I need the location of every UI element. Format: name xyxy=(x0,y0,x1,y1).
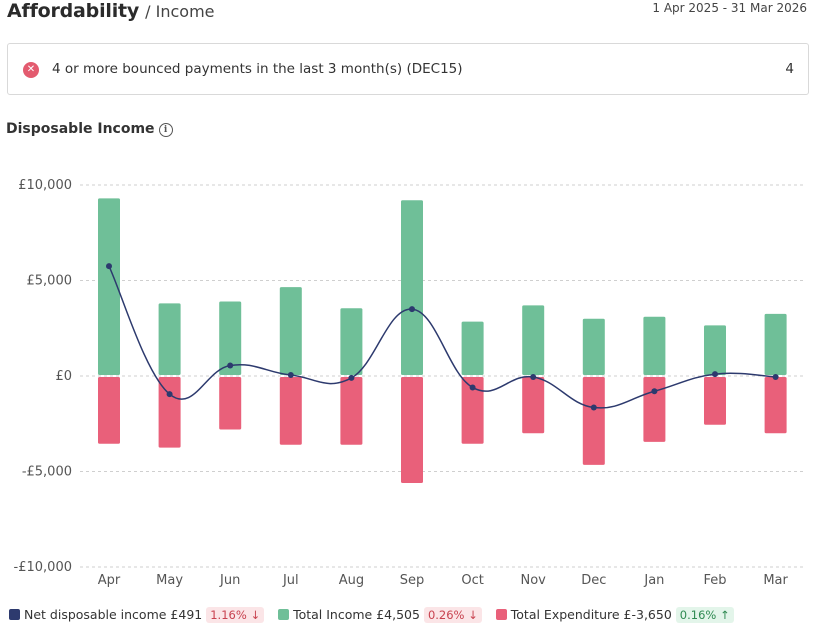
y-tick-label: £10,000 xyxy=(18,178,72,193)
legend-item-net[interactable]: Net disposable income £491 1.16% ↓ xyxy=(9,606,265,623)
income-bar xyxy=(522,305,545,375)
legend-item-income[interactable]: Total Income £4,505 0.26% ↓ xyxy=(278,606,482,623)
income-bar xyxy=(643,316,666,375)
legend-badge-net: 1.16% ↓ xyxy=(206,606,265,623)
legend-badge-income: 0.26% ↓ xyxy=(423,606,482,623)
expenditure-bar xyxy=(461,377,484,444)
info-icon[interactable]: i xyxy=(158,123,173,137)
breadcrumb[interactable]: / Income xyxy=(145,2,215,21)
income-bar xyxy=(582,318,605,375)
legend-swatch-net xyxy=(9,608,20,620)
net-point xyxy=(348,374,355,381)
page-title-main: Affordability xyxy=(7,0,140,22)
disposable-income-chart: £10,000 £5,000 £0 -£5,000 -£10,000 Apr May Jun J… xyxy=(14,178,806,588)
income-bar xyxy=(340,308,363,375)
legend-swatch-expenditure xyxy=(495,608,507,620)
legend-label-expenditure: Total Expenditure £-3,650 xyxy=(510,606,672,622)
income-bar xyxy=(219,301,242,375)
net-point xyxy=(106,263,112,270)
net-point xyxy=(590,404,597,411)
net-point xyxy=(227,362,234,369)
legend-change-net: 1.16% xyxy=(210,607,247,622)
x-tick-label: Dec xyxy=(581,573,606,588)
net-line xyxy=(108,265,776,409)
page-header: Affordability / Income 1 Apr 2025 - 31 M… xyxy=(7,0,807,30)
alert-text: 4 or more bounced payments in the last 3… xyxy=(52,61,463,77)
section-title: Disposable Income i xyxy=(6,121,173,137)
expenditure-bar xyxy=(98,377,120,444)
net-point xyxy=(166,391,173,398)
expenditure-bar xyxy=(158,377,181,448)
expenditure-bar xyxy=(522,377,545,434)
expenditure-bar xyxy=(279,377,302,445)
expenditure-bar xyxy=(401,377,423,483)
arrow-down-icon: ↓ xyxy=(250,607,261,622)
y-tick-label: £0 xyxy=(55,369,72,384)
x-tick-label: May xyxy=(156,573,183,588)
net-point xyxy=(469,384,476,391)
income-bar xyxy=(764,313,787,375)
x-tick-label: Mar xyxy=(763,573,788,588)
net-point xyxy=(530,373,537,380)
income-bar xyxy=(401,200,423,375)
net-point xyxy=(772,373,779,380)
chart-legend: Net disposable income £491 1.16% ↓ Total … xyxy=(9,606,744,626)
arrow-down-icon: ↓ xyxy=(468,607,478,622)
legend-swatch-income xyxy=(278,608,290,620)
legend-label-income: Total Income £4,505 xyxy=(293,606,420,622)
income-bar xyxy=(158,303,181,375)
income-bar xyxy=(279,287,302,375)
x-tick-label: Jan xyxy=(643,573,664,588)
x-tick-label: Aug xyxy=(339,573,364,588)
legend-change-expenditure: 0.16% xyxy=(679,607,717,622)
x-tick-label: Jul xyxy=(282,573,299,588)
x-tick-label: Jun xyxy=(219,573,240,588)
x-tick-label: Sep xyxy=(400,573,425,588)
legend-label-net: Net disposable income £491 xyxy=(24,606,203,622)
legend-item-expenditure[interactable]: Total Expenditure £-3,650 0.16% ↑ xyxy=(495,606,734,623)
x-tick-label: Feb xyxy=(703,573,726,588)
expenditure-bar xyxy=(704,377,726,425)
y-tick-label: £5,000 xyxy=(27,274,73,289)
alert-box: ✕ 4 or more bounced payments in the last… xyxy=(7,43,809,95)
y-tick-label: -£5,000 xyxy=(22,465,72,480)
arrow-up-icon: ↑ xyxy=(720,607,730,622)
net-point xyxy=(409,306,415,313)
close-circle-icon: ✕ xyxy=(23,62,39,78)
expenditure-bar xyxy=(340,377,363,445)
x-tick-label: Oct xyxy=(461,573,483,588)
expenditure-bar xyxy=(643,377,666,442)
date-range[interactable]: 1 Apr 2025 - 31 Mar 2026 xyxy=(652,1,807,15)
expenditure-bar xyxy=(764,377,787,434)
y-tick-label: -£10,000 xyxy=(14,560,72,575)
legend-change-income: 0.26% xyxy=(427,607,465,622)
income-bar xyxy=(461,321,484,375)
legend-badge-expenditure: 0.16% ↑ xyxy=(675,606,734,623)
net-point xyxy=(651,388,658,395)
x-tick-label: Nov xyxy=(521,573,547,588)
expenditure-bar xyxy=(582,377,605,465)
x-tick-label: Apr xyxy=(98,573,121,588)
income-bar xyxy=(704,325,726,375)
net-point xyxy=(287,372,294,379)
section-title-label: Disposable Income xyxy=(6,121,155,137)
page-title: Affordability / Income xyxy=(7,0,215,22)
net-point xyxy=(712,371,718,378)
income-bar xyxy=(98,198,120,375)
alert-count: 4 xyxy=(785,61,794,77)
expenditure-bar xyxy=(219,377,242,430)
